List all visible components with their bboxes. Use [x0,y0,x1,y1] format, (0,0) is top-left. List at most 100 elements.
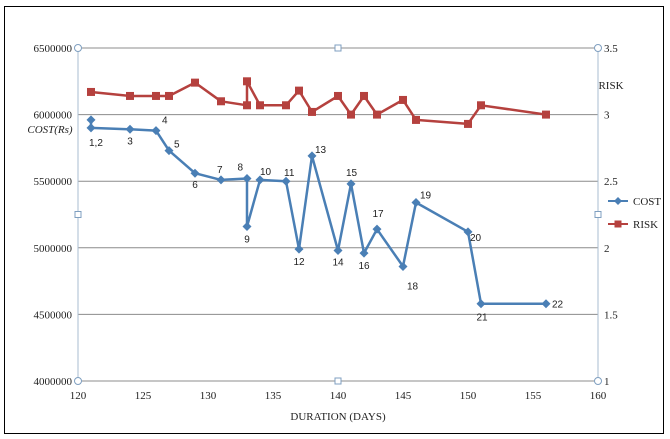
axis-handle-mid [334,377,342,385]
x-tick-label: 160 [590,390,607,402]
risk-point-marker [87,87,95,96]
cost-point-label: 11 [284,168,295,179]
risk-point-marker [126,91,134,100]
y-right-tick-label: 3.5 [604,43,618,55]
risk-point-marker [243,101,251,110]
cost-point-marker [307,151,317,161]
axis-handle-corner [594,377,602,385]
risk-point-marker [165,91,173,100]
axis-handle-corner [594,44,602,52]
cost-point-marker [346,179,356,189]
cost-point-label: 4 [162,116,168,127]
cost-point-label: 19 [420,191,432,202]
risk-point-marker [360,91,368,100]
risk-point-marker [373,110,381,119]
x-tick-label: 120 [70,390,87,402]
cost-point-marker [372,224,382,234]
risk-point-marker [152,91,160,100]
y-right-tick-label: 2.5 [604,176,618,188]
cost-point-label: 6 [192,180,198,191]
legend-cost-label: COST [633,196,661,208]
y-right-tick-label: 1 [604,376,610,388]
chart-frame [4,6,664,434]
risk-point-marker [256,101,264,110]
x-tick-label: 145 [395,390,412,402]
cost-point-marker [255,175,265,185]
axis-handle-corner [74,377,82,385]
x-tick-label: 135 [265,390,282,402]
y-axis-left-label: COST(Rs) [27,124,73,136]
y-left-tick-label: 4500000 [34,309,73,321]
legend-risk-label: RISK [633,219,658,231]
cost-point-marker [281,176,291,186]
risk-point-marker [295,86,303,95]
cost-point-marker [359,248,369,258]
risk-point-marker [217,97,225,106]
x-tick-label: 155 [525,390,542,402]
y-left-tick-label: 6500000 [34,43,73,55]
legend-item-cost: COST [608,196,661,208]
axis-handle-mid [334,44,342,52]
cost-point-marker [463,227,473,237]
cost-point-label: 1,2 [89,138,103,149]
risk-point-marker [542,110,550,119]
x-tick-label: 150 [460,390,477,402]
axis-handle-corner [74,44,82,52]
cost-point-marker [476,299,486,309]
y-right-tick-label: 2 [604,243,610,255]
legend-risk-marker [614,220,622,228]
cost-point-marker [125,124,135,134]
cost-point-marker [411,198,421,208]
cost-point-label: 3 [127,136,133,147]
cost-point-label: 16 [358,261,370,272]
cost-point-label: 15 [346,168,358,179]
risk-point-marker [191,78,199,87]
cost-point-marker [86,115,96,125]
y-right-tick-label: 1.5 [604,309,618,321]
axis-handle-mid [594,211,602,218]
y-left-tick-label: 5000000 [34,243,73,255]
cost-point-label: 5 [174,140,180,151]
x-tick-label: 140 [330,390,347,402]
cost-point-label: 14 [332,257,344,268]
cost-point-label: 22 [552,300,564,311]
legend-item-risk: RISK [608,219,658,231]
risk-point-marker [399,95,407,104]
legend-cost-marker [614,197,622,205]
y-right-tick-label: 3 [604,110,610,122]
y-left-tick-label: 5500000 [34,176,73,188]
cost-point-label: 7 [217,165,223,176]
x-tick-label: 130 [200,390,217,402]
risk-point-marker [347,110,355,119]
cost-line [89,119,546,305]
y-left-tick-label: 4000000 [34,376,73,388]
cost-point-marker [294,244,304,254]
axes: 4000000 4500000 5000000 5500000 6000000 65000… [34,43,619,402]
cost-point-marker [216,175,226,185]
point-labels: 1,2 3 4 5 6 7 8 9 10 11 12 13 14 15 16 17 18 19 20 21 22 [89,116,564,324]
risk-point-marker [282,101,290,110]
cost-point-marker [190,168,200,178]
risk-point-marker [412,115,420,124]
cost-point-marker [398,261,408,271]
cost-point-marker [242,174,252,184]
cost-point-marker [164,146,174,156]
y-left-tick-label: 6000000 [34,110,73,122]
risk-point-marker [308,107,316,116]
cost-point-marker [541,299,551,309]
cost-point-label: 17 [372,209,384,220]
x-tick-label: 125 [135,390,152,402]
risk-point-marker [477,101,485,110]
cost-point-label: 8 [237,163,243,174]
cost-point-label: 21 [476,313,488,324]
cost-point-marker [151,126,161,136]
y-axis-right-label: RISK [598,80,623,92]
legend: COST RISK [608,196,661,231]
cost-point-label: 18 [407,281,419,292]
risk-point-marker [464,119,472,128]
cost-point-label: 10 [260,167,272,178]
risk-point-marker [334,91,342,100]
x-axis-label: DURATION (DAYS) [290,411,386,423]
cost-point-label: 9 [244,234,250,245]
